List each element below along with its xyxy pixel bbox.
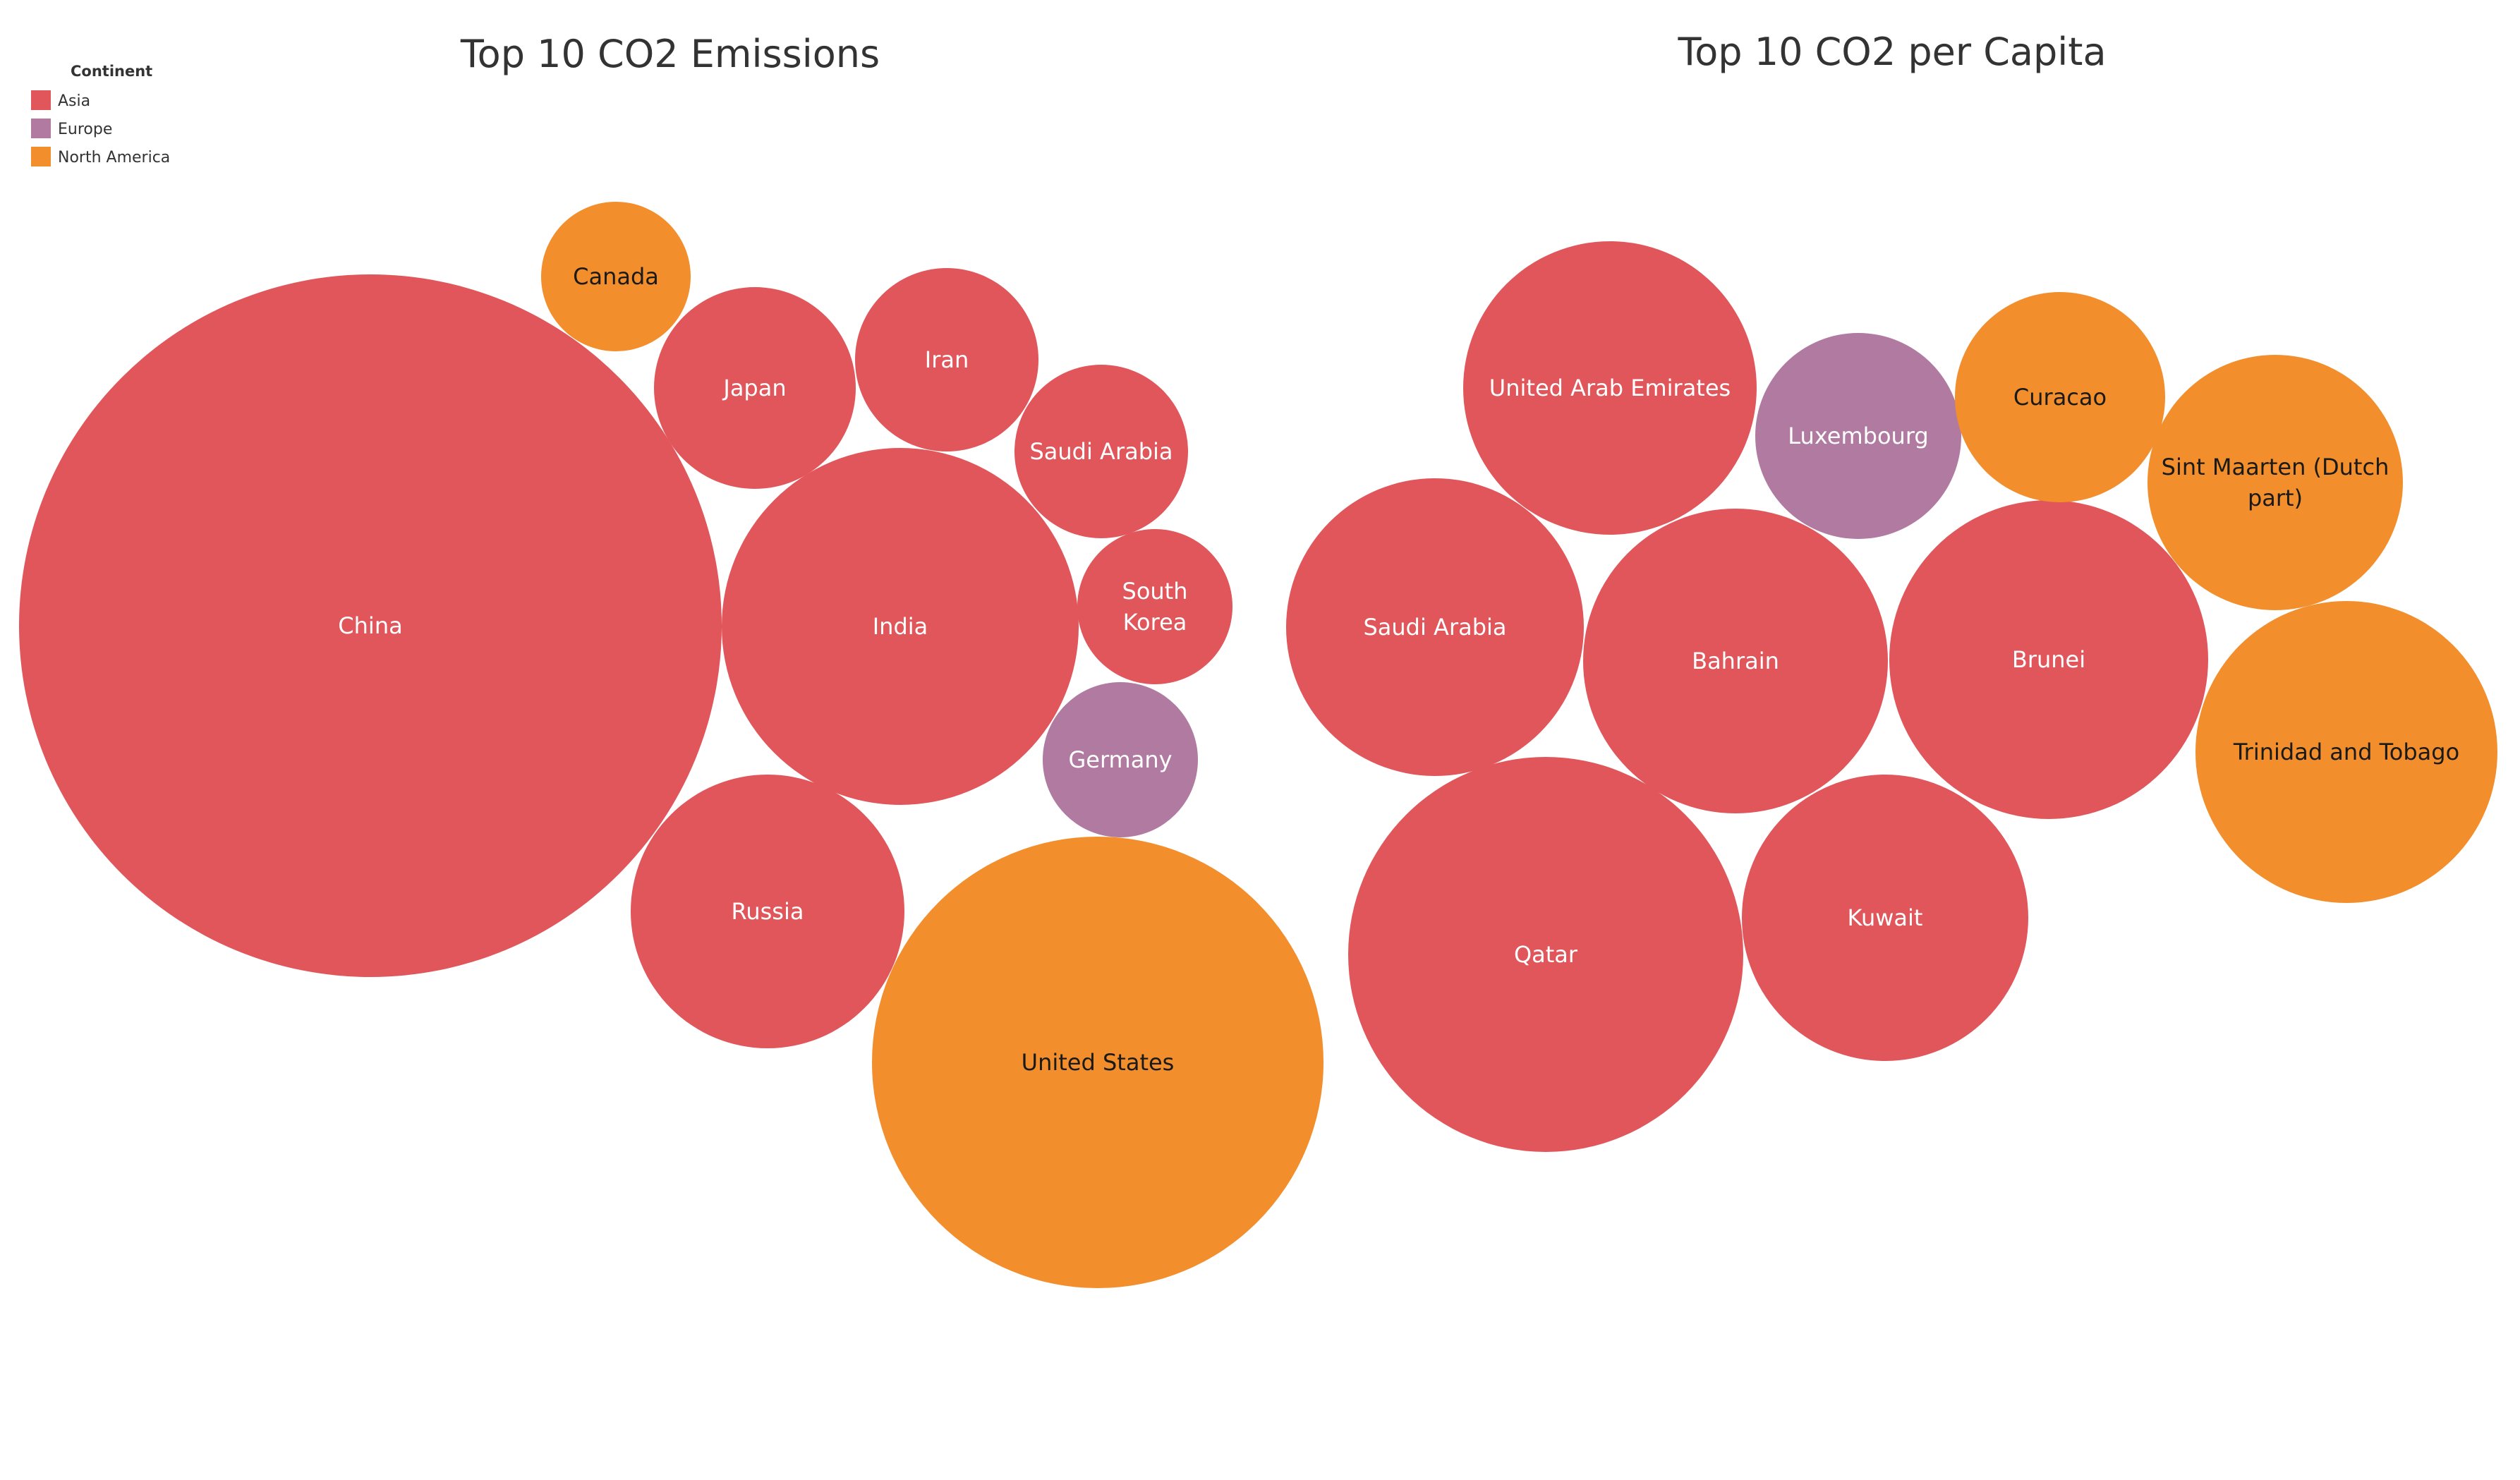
- bubble-label-india: India: [873, 613, 928, 640]
- bubble-label-sint-maarten-dutch-part: Sint Maarten (Dutch part): [2162, 454, 2389, 511]
- bubble-circle-saudi-arabia[interactable]: [1286, 478, 1584, 776]
- bubble-sint-maarten-dutch-part[interactable]: Sint Maarten (Dutch part): [2148, 355, 2403, 610]
- chart-title: Top 10 CO2 per Capita: [1677, 30, 2106, 74]
- bubble-circle-trinidad-and-tobago[interactable]: [2195, 601, 2497, 903]
- bubble-label-iran: Iran: [925, 346, 969, 373]
- bubble-bahrain[interactable]: Bahrain: [1583, 509, 1888, 813]
- bubble-circle-canada[interactable]: [541, 202, 691, 351]
- legend-label-north-america: North America: [58, 149, 170, 166]
- bubble-label-bahrain: Bahrain: [1692, 648, 1779, 674]
- bubble-label-russia: Russia: [732, 898, 804, 925]
- legend-swatch-asia: [31, 90, 51, 110]
- bubble-india[interactable]: India: [722, 448, 1079, 805]
- bubble-circle-united-states[interactable]: [872, 837, 1323, 1288]
- bubble-circle-saudi-arabia[interactable]: [1014, 365, 1188, 538]
- bubble-circle-kuwait[interactable]: [1742, 775, 2028, 1061]
- bubble-kuwait[interactable]: Kuwait: [1742, 775, 2028, 1061]
- legend-swatch-europe: [31, 119, 51, 138]
- continent-legend: Continent Asia Europe North America: [31, 63, 170, 166]
- bubble-luxembourg[interactable]: Luxembourg: [1755, 333, 1961, 539]
- bubble-circle-sint-maarten-dutch-part[interactable]: [2148, 355, 2403, 610]
- bubble-brunei[interactable]: Brunei: [1889, 500, 2208, 819]
- bubble-canada[interactable]: Canada: [541, 202, 691, 351]
- bubble-label-kuwait: Kuwait: [1848, 904, 1923, 931]
- legend-label-europe: Europe: [58, 121, 112, 138]
- bubble-qatar[interactable]: Qatar: [1348, 757, 1743, 1152]
- bubble-circle-united-arab-emirates[interactable]: [1463, 241, 1757, 535]
- bubble-circle-bahrain[interactable]: [1583, 509, 1888, 813]
- bubble-curacao[interactable]: Curacao: [1955, 292, 2165, 502]
- legend-label-asia: Asia: [58, 92, 90, 110]
- bubble-label-canada: Canada: [573, 263, 659, 290]
- chart-title: Top 10 CO2 Emissions: [460, 32, 880, 76]
- co2-per-capita-chart: Top 10 CO2 per Capita Qatar Brunei United A…: [1286, 30, 2497, 1152]
- bubble-united-states[interactable]: United States: [872, 837, 1323, 1288]
- bubble-label-saudi-arabia: Saudi Arabia: [1363, 614, 1506, 641]
- co2-emissions-chart: Top 10 CO2 Emissions China United States In…: [19, 32, 1323, 1288]
- bubble-circle-india[interactable]: [722, 448, 1079, 805]
- bubble-label-south-korea: South Korea: [1122, 578, 1188, 636]
- bubble-label-curacao: Curacao: [2013, 384, 2107, 411]
- bubble-circle-japan[interactable]: [654, 287, 856, 489]
- bubble-united-arab-emirates[interactable]: United Arab Emirates: [1463, 241, 1757, 535]
- bubble-russia[interactable]: Russia: [631, 775, 904, 1048]
- bubble-circle-brunei[interactable]: [1889, 500, 2208, 819]
- bubble-label-trinidad-and-tobago: Trinidad and Tobago: [2233, 739, 2459, 765]
- bubble-circle-qatar[interactable]: [1348, 757, 1743, 1152]
- bubble-circle-curacao[interactable]: [1955, 292, 2165, 502]
- bubble-china[interactable]: China: [19, 274, 722, 977]
- bubble-label-saudi-arabia: Saudi Arabia: [1029, 438, 1173, 465]
- bubble-circle-china[interactable]: [19, 274, 722, 977]
- bubble-germany[interactable]: Germany: [1043, 682, 1198, 837]
- bubble-south-korea[interactable]: South Korea: [1077, 529, 1232, 684]
- bubble-circle-south-korea[interactable]: [1077, 529, 1232, 684]
- bubble-japan[interactable]: Japan: [654, 287, 856, 489]
- bubble-saudi-arabia[interactable]: Saudi Arabia: [1286, 478, 1584, 776]
- legend-title: Continent: [71, 63, 152, 80]
- legend-swatch-north-america: [31, 147, 51, 166]
- bubble-iran[interactable]: Iran: [855, 268, 1038, 451]
- bubble-label-germany: Germany: [1068, 746, 1172, 773]
- bubble-circle-iran[interactable]: [855, 268, 1038, 451]
- bubble-label-china: China: [338, 612, 402, 639]
- bubble-label-brunei: Brunei: [2012, 646, 2085, 673]
- bubble-circle-germany[interactable]: [1043, 682, 1198, 837]
- bubble-trinidad-and-tobago[interactable]: Trinidad and Tobago: [2195, 601, 2497, 903]
- bubble-label-japan: Japan: [722, 375, 786, 401]
- bubble-saudi-arabia[interactable]: Saudi Arabia: [1014, 365, 1188, 538]
- bubble-label-luxembourg: Luxembourg: [1788, 423, 1928, 449]
- bubble-label-united-arab-emirates: United Arab Emirates: [1489, 375, 1731, 401]
- bubble-circle-luxembourg[interactable]: [1755, 333, 1961, 539]
- bubble-label-qatar: Qatar: [1514, 941, 1578, 968]
- bubble-circle-russia[interactable]: [631, 775, 904, 1048]
- bubble-label-united-states: United States: [1022, 1049, 1175, 1076]
